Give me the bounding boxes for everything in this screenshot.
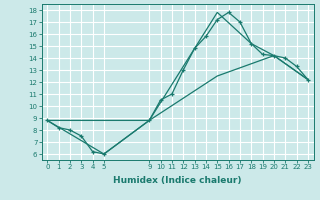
X-axis label: Humidex (Indice chaleur): Humidex (Indice chaleur) — [113, 176, 242, 185]
